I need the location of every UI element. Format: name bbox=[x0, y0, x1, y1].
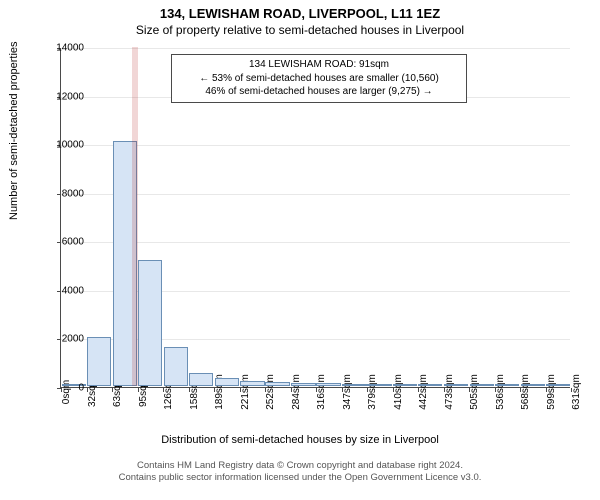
ytick-label: 4000 bbox=[44, 285, 84, 296]
info-box: 134 LEWISHAM ROAD: 91sqm ← 53% of semi-d… bbox=[171, 54, 467, 103]
footer: Contains HM Land Registry data © Crown c… bbox=[0, 460, 600, 485]
plot-area: 0sqm32sqm63sqm95sqm126sqm158sqm189sqm221… bbox=[60, 48, 570, 388]
histogram-bar bbox=[265, 382, 289, 386]
histogram-bar bbox=[291, 383, 315, 386]
xtick-label: 631sqm bbox=[571, 374, 582, 410]
info-line-1: 134 LEWISHAM ROAD: 91sqm bbox=[178, 58, 460, 72]
histogram-bar bbox=[164, 347, 188, 386]
info-line-2: ← 53% of semi-detached houses are smalle… bbox=[178, 72, 460, 86]
histogram-bar bbox=[546, 384, 570, 386]
histogram-bar bbox=[342, 384, 366, 386]
plot: 0sqm32sqm63sqm95sqm126sqm158sqm189sqm221… bbox=[60, 48, 570, 388]
ytick-label: 2000 bbox=[44, 334, 84, 345]
xtick-label: 347sqm bbox=[342, 374, 353, 410]
footer-line-2: Contains public sector information licen… bbox=[0, 472, 600, 484]
histogram-bar bbox=[521, 384, 545, 386]
ytick-label: 0 bbox=[44, 383, 84, 394]
histogram-bar bbox=[470, 384, 494, 386]
histogram-bar bbox=[138, 260, 162, 386]
xtick-label: 536sqm bbox=[495, 374, 506, 410]
histogram-bar bbox=[393, 384, 417, 386]
y-axis-label: Number of semi-detached properties bbox=[8, 41, 20, 220]
xtick-label: 568sqm bbox=[520, 374, 531, 410]
ytick-label: 14000 bbox=[44, 43, 84, 54]
xtick-label: 442sqm bbox=[418, 374, 429, 410]
histogram-bar bbox=[316, 383, 340, 386]
histogram-bar bbox=[495, 384, 519, 386]
xtick-label: 252sqm bbox=[265, 374, 276, 410]
chart-subtitle: Size of property relative to semi-detach… bbox=[0, 21, 600, 37]
histogram-bar bbox=[444, 384, 468, 386]
xtick-label: 599sqm bbox=[546, 374, 557, 410]
histogram-bar bbox=[367, 384, 391, 386]
xtick-label: 505sqm bbox=[469, 374, 480, 410]
xtick-label: 410sqm bbox=[393, 374, 404, 410]
xtick-label: 221sqm bbox=[240, 374, 251, 410]
chart-container: 134, LEWISHAM ROAD, LIVERPOOL, L11 1EZ S… bbox=[0, 0, 600, 500]
ytick-label: 8000 bbox=[44, 188, 84, 199]
xtick-label: 316sqm bbox=[316, 374, 327, 410]
ytick-label: 12000 bbox=[44, 91, 84, 102]
highlight-band bbox=[132, 47, 138, 386]
histogram-bar bbox=[215, 378, 239, 386]
ytick-label: 10000 bbox=[44, 140, 84, 151]
chart-title: 134, LEWISHAM ROAD, LIVERPOOL, L11 1EZ bbox=[0, 0, 600, 21]
info-line-3: 46% of semi-detached houses are larger (… bbox=[178, 85, 460, 99]
ytick-label: 6000 bbox=[44, 237, 84, 248]
histogram-bar bbox=[189, 373, 213, 386]
footer-line-1: Contains HM Land Registry data © Crown c… bbox=[0, 460, 600, 472]
histogram-bar bbox=[418, 384, 442, 386]
x-axis-label: Distribution of semi-detached houses by … bbox=[0, 434, 600, 446]
xtick-label: 473sqm bbox=[444, 374, 455, 410]
xtick-label: 379sqm bbox=[367, 374, 378, 410]
xtick-label: 284sqm bbox=[291, 374, 302, 410]
histogram-bar bbox=[87, 337, 111, 386]
histogram-bar bbox=[240, 381, 264, 386]
